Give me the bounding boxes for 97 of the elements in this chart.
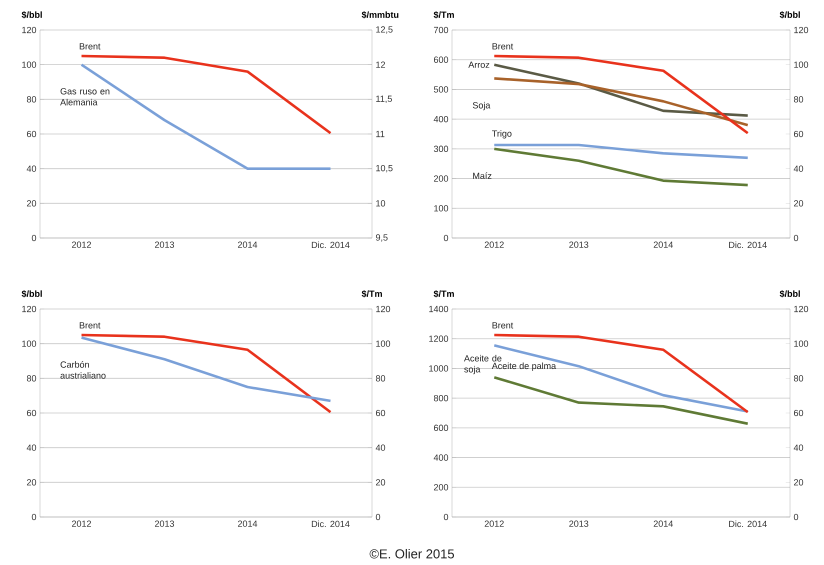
y-tick-label: 600 (434, 424, 448, 432)
series-label: Brent (492, 43, 514, 50)
x-tick-label: 2012 (484, 242, 504, 248)
x-tick-label: 2014 (238, 520, 258, 527)
y-tick-label: 100 (22, 61, 36, 68)
y-tick-label: 120 (22, 306, 36, 312)
y-tick-label: 1000 (429, 365, 448, 372)
y2-tick-label: 100 (376, 340, 390, 347)
y-tick-label: 800 (434, 394, 448, 402)
y2-tick-label: 9,5 (376, 234, 388, 242)
y2-axis-title: $/Tm (362, 290, 382, 298)
text: ©E. Olier 2015 (370, 548, 454, 558)
y-axis-title: $/Tm (434, 11, 454, 19)
y-tick-label: 40 (26, 444, 36, 451)
y-tick-label: 0 (444, 234, 448, 242)
y2-tick-label: 0 (794, 514, 798, 520)
y-tick-label: 400 (434, 116, 448, 122)
y2-tick-label: 11 (376, 130, 384, 138)
y-tick-label: 20 (26, 479, 36, 486)
x-tick-label: 2014 (654, 520, 673, 527)
y2-tick-label: 20 (794, 200, 804, 207)
y2-tick-label: 20 (376, 479, 386, 486)
y2-tick-label: 60 (794, 410, 804, 416)
x-tick-label: Dic. 2014 (312, 520, 350, 528)
y2-tick-label: 80 (794, 96, 804, 103)
y-tick-label: 60 (26, 130, 36, 138)
y-tick-label: 0 (32, 234, 36, 242)
x-tick-label: 2014 (238, 242, 258, 248)
x-tick-label: 2013 (154, 520, 174, 527)
y2-tick-label: 20 (794, 479, 804, 486)
y2-tick-label: 11,5 (376, 96, 392, 103)
y-tick-label: 120 (22, 26, 36, 34)
y2-tick-label: 40 (376, 444, 386, 451)
y-tick-label: 200 (434, 175, 448, 182)
y2-tick-label: 12 (376, 62, 386, 68)
y2-tick-label: 40 (794, 444, 804, 451)
y-tick-label: 20 (26, 200, 36, 207)
y2-tick-label: 10,5 (376, 164, 393, 172)
series-label: Brent (80, 43, 100, 50)
y-tick-label: 300 (434, 146, 448, 152)
x-tick-label: Dic. 2014 (312, 242, 350, 248)
x-tick-label: 2013 (569, 520, 588, 527)
y-tick-label: 0 (32, 514, 36, 520)
y-tick-label: 100 (434, 205, 448, 212)
y2-tick-label: 12,5 (376, 26, 393, 34)
series-label: Aceite de palma (492, 362, 556, 371)
y2-tick-label: 60 (794, 130, 804, 138)
y2-tick-label: 0 (794, 234, 798, 242)
series-label: Trigo (492, 130, 512, 138)
y2-tick-label: 120 (794, 306, 808, 312)
x-tick-label: Dic. 2014 (729, 242, 767, 248)
y-tick-label: 80 (26, 96, 36, 103)
y-tick-label: 0 (444, 514, 448, 520)
y-tick-label: 400 (434, 454, 448, 461)
y2-tick-label: 10 (376, 200, 386, 207)
y-axis-title: $/Tm (434, 290, 454, 298)
x-tick-label: 2012 (484, 520, 504, 527)
y-tick-label: 500 (434, 86, 448, 93)
y2-tick-label: 80 (376, 375, 386, 382)
y2-axis-title: $/mmbtu (362, 11, 398, 19)
x-tick-label: 2014 (654, 242, 673, 248)
y-tick-label: 60 (26, 410, 36, 416)
y-tick-label: 200 (434, 484, 448, 490)
y2-axis-title: $/bbl (780, 290, 800, 298)
y2-tick-label: 60 (376, 410, 386, 416)
x-tick-label: 2012 (72, 242, 92, 248)
y-tick-label: 600 (434, 56, 448, 63)
y2-tick-label: 120 (376, 306, 390, 312)
y-tick-label: 40 (26, 165, 36, 172)
y-tick-label: 80 (26, 375, 36, 382)
y2-tick-label: 100 (794, 61, 808, 68)
x-tick-label: 2013 (154, 242, 174, 248)
series-label: Carbón austrialiano (60, 361, 106, 379)
series-label: Gas ruso en Alemania (60, 88, 110, 106)
y2-tick-label: 120 (794, 26, 808, 34)
y-tick-label: 100 (22, 340, 36, 347)
series-label: Brent (80, 322, 100, 328)
line-series (492, 376, 750, 425)
y-axis-title: $/bbl (22, 11, 42, 19)
y2-tick-label: 40 (794, 165, 804, 172)
y2-tick-label: 80 (794, 375, 804, 382)
y2-tick-label: 0 (376, 514, 380, 520)
text: Soja (472, 102, 490, 110)
y-axis-title: $/bbl (22, 290, 42, 298)
y-tick-label: 1400 (429, 306, 448, 312)
y2-tick-label: 100 (794, 340, 808, 347)
line-series (492, 148, 750, 186)
series-label: Brent (492, 322, 514, 328)
series-label: Arroz (468, 62, 490, 68)
y-tick-label: 700 (434, 26, 448, 34)
x-tick-label: 2013 (569, 242, 588, 248)
x-tick-label: Dic. 2014 (729, 520, 767, 528)
text: Maíz (473, 172, 492, 179)
y2-axis-title: $/bbl (780, 11, 800, 19)
x-tick-label: 2012 (72, 520, 92, 527)
y-tick-label: 1200 (429, 336, 448, 342)
line-series (492, 77, 750, 126)
